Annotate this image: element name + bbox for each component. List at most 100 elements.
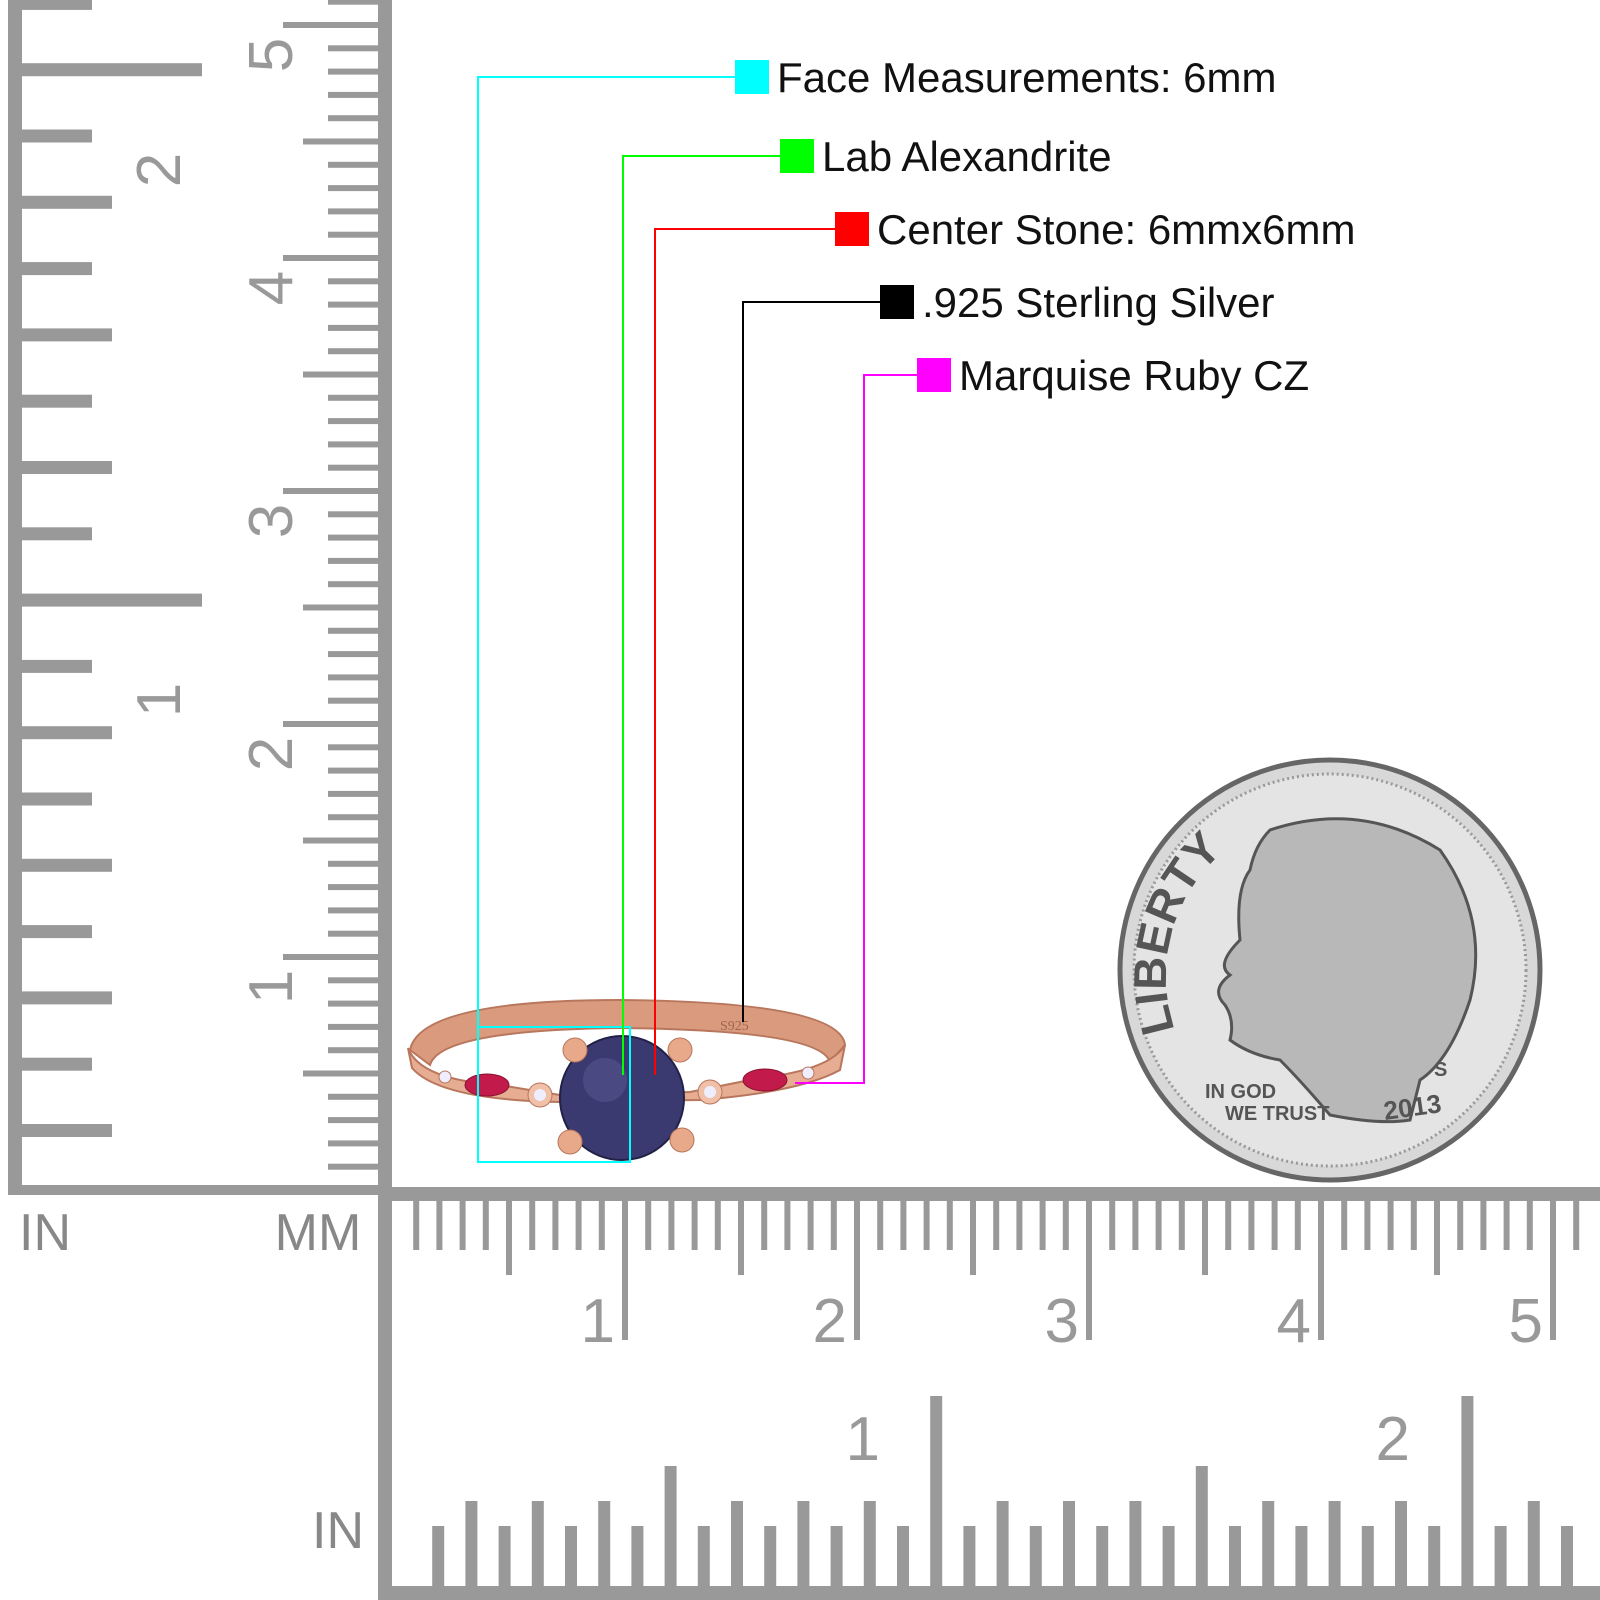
unit-label: IN	[312, 1502, 364, 1560]
tick	[328, 884, 378, 891]
tick	[946, 1200, 953, 1250]
tick	[328, 674, 378, 681]
tick	[1434, 1200, 1440, 1275]
tick	[854, 1200, 860, 1340]
tick	[22, 726, 112, 740]
coin-mint-mark: S	[1434, 1059, 1447, 1081]
ruler-edge	[8, 1185, 392, 1195]
tick	[283, 488, 378, 494]
tick	[22, 858, 112, 872]
callout-line	[477, 76, 735, 1027]
callout-swatch	[880, 285, 914, 319]
stone-facet	[583, 1058, 627, 1102]
tick	[413, 1200, 420, 1250]
tick	[622, 1200, 628, 1340]
tick	[1195, 1466, 1208, 1586]
tick	[1132, 1200, 1139, 1250]
unit-label: IN	[19, 1204, 71, 1262]
callout-line	[654, 228, 835, 1075]
tick	[22, 527, 92, 541]
tick	[598, 1200, 605, 1250]
ruler-label: 1	[581, 1287, 615, 1356]
tick	[328, 231, 378, 238]
tick	[1428, 1526, 1441, 1586]
ruler-label: 5	[237, 38, 306, 72]
tick	[565, 1526, 577, 1586]
tick	[498, 1526, 511, 1586]
tick	[328, 814, 378, 821]
tick	[863, 1501, 876, 1586]
tick	[22, 195, 112, 209]
tick	[328, 91, 378, 98]
tick	[328, 977, 378, 984]
ruby-left	[464, 1073, 510, 1097]
ruler-label: 2	[1376, 1405, 1410, 1474]
tick	[1062, 1200, 1069, 1250]
tick	[459, 1200, 466, 1250]
tick	[598, 1501, 611, 1586]
callout-label: Marquise Ruby CZ	[959, 352, 1309, 399]
callouts: Face Measurements: 6mm Lab Alexandrite Cen…	[477, 54, 1356, 1084]
callout-swatch	[917, 358, 951, 392]
tick	[1573, 1200, 1580, 1250]
tick	[552, 1200, 559, 1250]
tick	[1248, 1200, 1255, 1250]
ruler-labels: 1 2 3 4 5 1 2 1 2 3 4 5 1 2 IN MM IN	[19, 38, 1543, 1560]
tick	[328, 930, 378, 937]
tick	[328, 627, 378, 634]
tick	[436, 1200, 443, 1250]
tick	[328, 161, 378, 168]
callout-label: Center Stone: 6mmx6mm	[877, 206, 1356, 253]
tick	[465, 1501, 478, 1586]
tick	[1063, 1501, 1075, 1586]
tick	[303, 138, 378, 145]
ruler-label: 1	[125, 683, 194, 717]
tick	[328, 278, 378, 285]
tick	[1527, 1501, 1540, 1586]
tick	[1096, 1526, 1109, 1586]
tick	[631, 1526, 644, 1586]
ruler-label: 3	[237, 504, 306, 538]
tick	[22, 659, 92, 673]
tick	[328, 464, 378, 471]
ruler-label: 2	[237, 737, 306, 771]
tick	[303, 604, 378, 611]
tick	[731, 1501, 743, 1586]
ruler-edge	[8, 0, 22, 1195]
tick	[328, 441, 378, 448]
tick	[22, 63, 202, 77]
tick	[1178, 1200, 1185, 1250]
tick	[963, 1526, 976, 1586]
tick	[22, 593, 202, 607]
tick	[303, 371, 378, 378]
tick	[897, 1526, 909, 1586]
tick	[1361, 1526, 1374, 1586]
tick	[930, 1396, 943, 1586]
tick	[328, 418, 378, 425]
tick	[328, 1140, 378, 1147]
tick	[22, 1124, 112, 1137]
tick	[328, 301, 378, 308]
tick	[738, 1200, 744, 1275]
tick	[432, 1526, 445, 1586]
tick	[328, 1023, 378, 1030]
tick	[22, 991, 112, 1005]
tick	[1162, 1526, 1175, 1586]
callout-swatch	[735, 60, 769, 94]
accent-stone	[438, 1070, 452, 1084]
tick	[1494, 1526, 1507, 1586]
tick	[283, 255, 378, 261]
tick	[1395, 1501, 1407, 1586]
tick	[1526, 1200, 1533, 1250]
tick	[1341, 1200, 1348, 1250]
ruby-right	[742, 1068, 788, 1092]
tick	[283, 721, 378, 727]
tick	[761, 1200, 768, 1250]
tick	[923, 1200, 930, 1250]
tick	[1039, 1200, 1046, 1250]
tick	[22, 328, 112, 342]
tick	[1550, 1200, 1556, 1340]
tick	[328, 790, 378, 797]
tick	[1480, 1200, 1487, 1250]
tick	[22, 461, 112, 474]
